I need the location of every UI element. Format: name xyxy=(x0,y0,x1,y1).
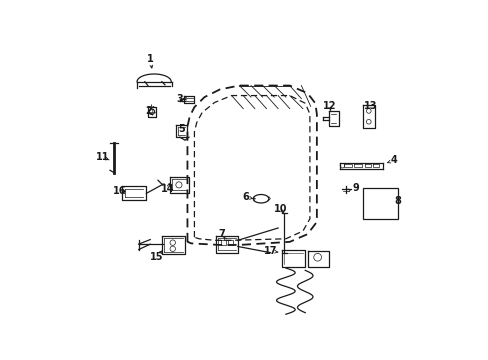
Text: 5: 5 xyxy=(178,125,184,134)
Text: 10: 10 xyxy=(273,204,286,214)
Text: 7: 7 xyxy=(218,229,224,239)
Text: 6: 6 xyxy=(242,192,248,202)
Text: 9: 9 xyxy=(351,183,358,193)
Text: 14: 14 xyxy=(161,184,175,194)
Text: 3: 3 xyxy=(176,94,183,104)
Text: 13: 13 xyxy=(364,101,377,111)
Text: 4: 4 xyxy=(390,155,397,165)
Text: 15: 15 xyxy=(149,252,163,262)
Text: 12: 12 xyxy=(323,101,336,111)
Text: 17: 17 xyxy=(263,246,277,256)
Text: 8: 8 xyxy=(394,196,401,206)
Text: 1: 1 xyxy=(146,54,153,64)
Text: 2: 2 xyxy=(145,106,152,116)
Bar xyxy=(363,188,397,219)
Text: 11: 11 xyxy=(95,152,109,162)
Text: 16: 16 xyxy=(112,186,126,196)
Ellipse shape xyxy=(253,194,268,203)
